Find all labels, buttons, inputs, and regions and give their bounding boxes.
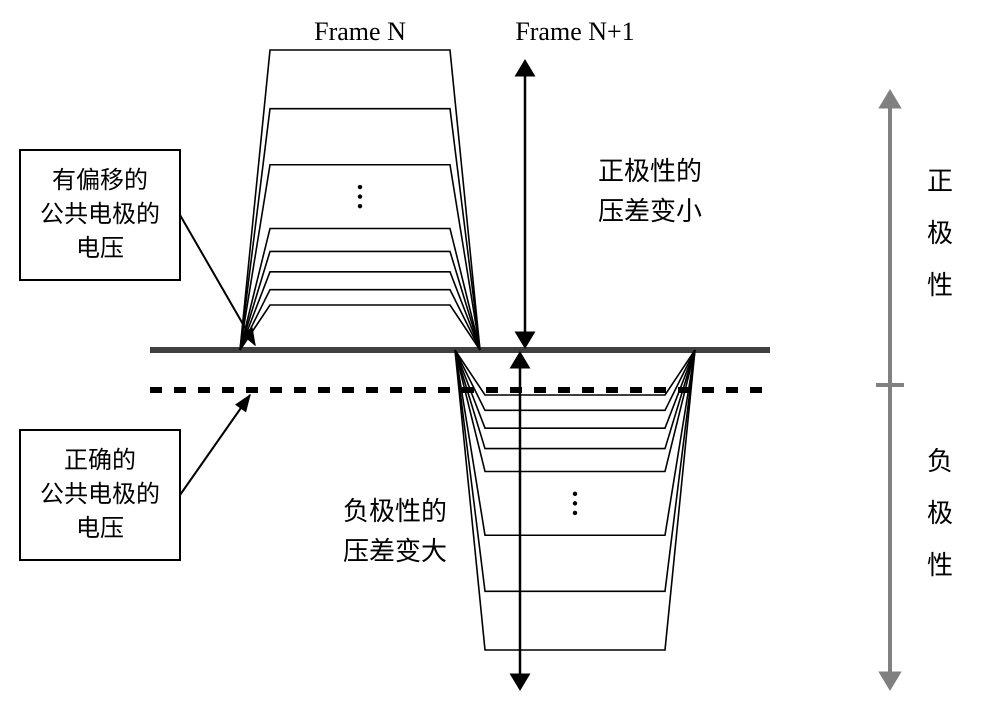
frame-n1-label: Frame N+1 — [515, 17, 634, 46]
negative-polarity-label: 负极性 — [927, 447, 953, 580]
frame-n-label: Frame N — [314, 17, 406, 46]
positive-polarity-label: 正极性 — [927, 167, 953, 300]
